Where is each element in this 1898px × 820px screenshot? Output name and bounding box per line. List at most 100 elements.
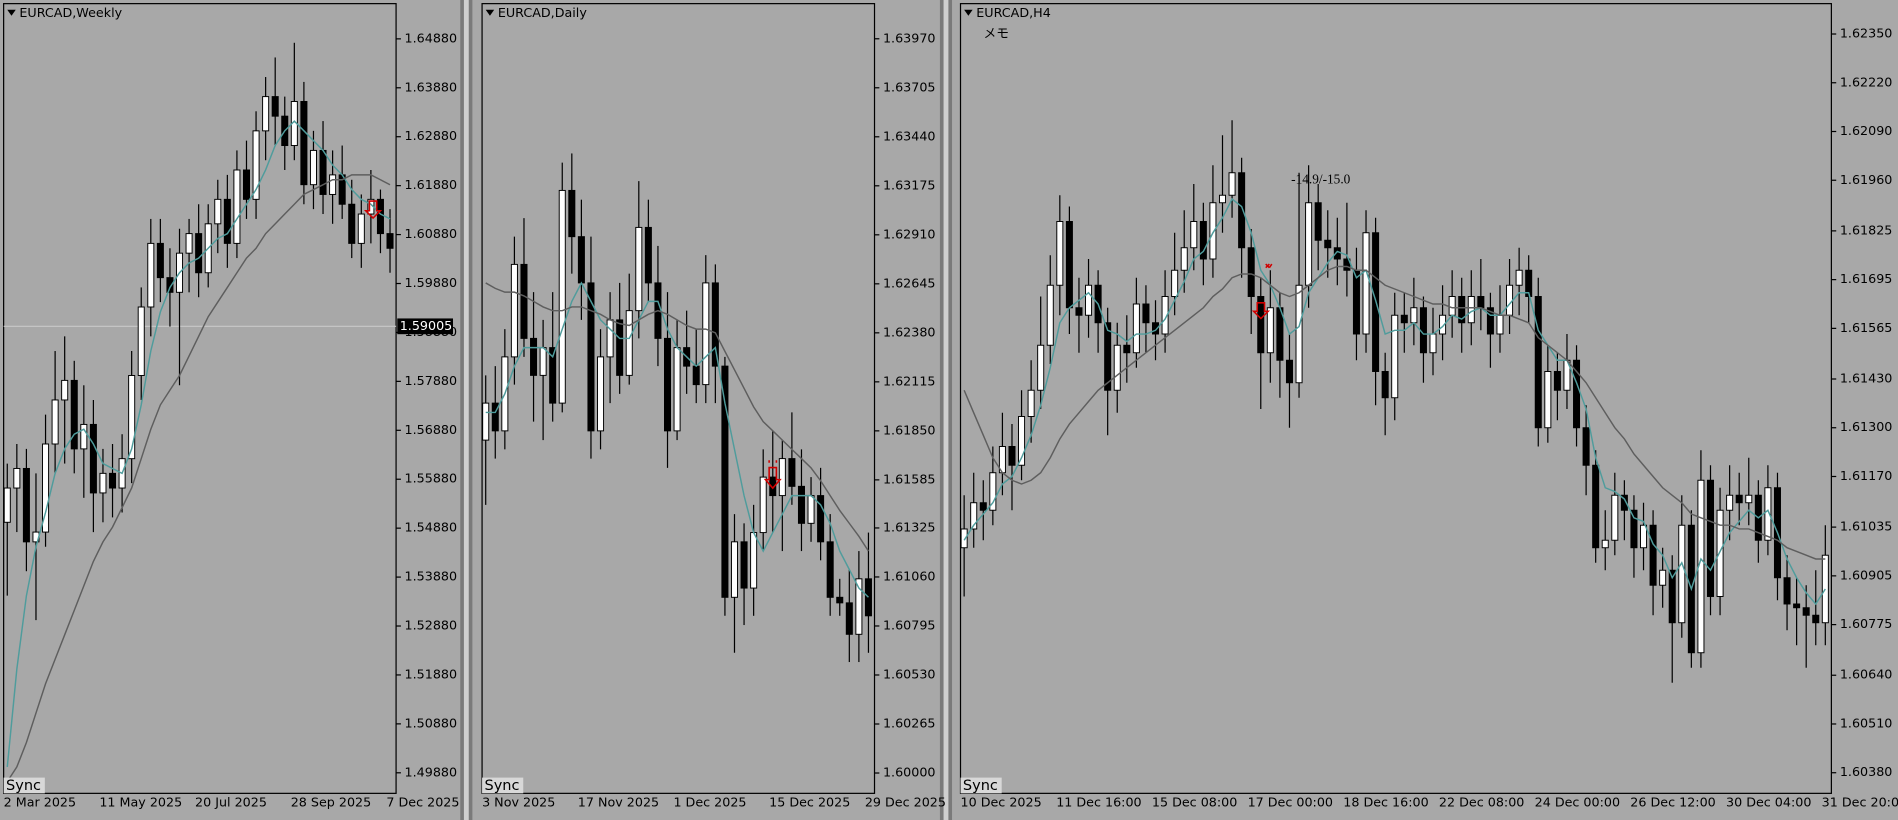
candle-body	[692, 365, 700, 386]
y-tick-label: 1.60880	[405, 226, 458, 241]
chart-title: EURCAD,H4	[976, 5, 1051, 20]
y-tick-label: 1.61585	[883, 471, 936, 486]
y-tick-label: 1.62880	[405, 128, 458, 143]
y-tick-label: 1.60640	[1840, 667, 1893, 682]
candle-body	[1199, 221, 1207, 260]
y-tick-label: 1.61430	[1840, 370, 1893, 385]
trade-annotation: -14.9/-15.0	[1291, 172, 1351, 187]
candle-body	[1142, 303, 1150, 324]
candle-body	[788, 458, 796, 487]
x-tick-label: 7 Dec 2025	[386, 795, 459, 810]
x-tick-label: 2 Mar 2025	[4, 795, 76, 810]
candle-body	[759, 476, 767, 534]
y-tick-label: 1.60265	[883, 715, 936, 730]
candle-body	[1486, 307, 1494, 335]
candle-body	[70, 379, 78, 450]
x-tick-label: 29 Dec 2025	[865, 795, 946, 810]
candle-body	[319, 149, 327, 195]
x-tick-label: 31 Dec 20:00	[1822, 795, 1898, 810]
candle-body	[1812, 614, 1820, 624]
y-tick-label: 1.60905	[1840, 567, 1893, 582]
candle-body	[1477, 296, 1485, 309]
candle-body	[1161, 296, 1169, 335]
x-tick-label: 1 Dec 2025	[673, 795, 746, 810]
candle-body	[61, 379, 69, 401]
candle-body	[1285, 359, 1293, 384]
x-tick-label: 28 Sep 2025	[291, 795, 372, 810]
moving-average	[6, 174, 391, 783]
candle-body	[300, 101, 308, 186]
candle-body	[864, 578, 872, 617]
trade-arrow	[363, 200, 1273, 490]
y-tick-label: 1.60530	[883, 666, 936, 681]
sync-box	[3, 777, 45, 794]
candle-body	[1553, 371, 1561, 391]
candle-body	[568, 189, 576, 238]
candle-body	[1132, 303, 1140, 354]
candle-body	[89, 423, 97, 494]
y-tick-label: 1.60380	[1840, 764, 1893, 779]
window-separator	[463, 0, 469, 820]
candle-body	[625, 310, 633, 376]
candle-body	[482, 402, 490, 441]
candle-body	[1343, 258, 1351, 271]
moving-average	[485, 282, 870, 552]
candle-body	[147, 242, 155, 308]
x-tick-label: 11 May 2025	[99, 795, 182, 810]
candle-body	[606, 319, 614, 358]
candle-body	[1381, 371, 1389, 399]
moving-average	[963, 265, 1826, 560]
candle-body	[357, 213, 365, 244]
x-tick-label: 17 Dec 00:00	[1248, 795, 1333, 810]
candle-body	[1726, 494, 1734, 511]
candle-body	[597, 356, 605, 432]
candle-body	[1018, 416, 1026, 466]
candle-body	[309, 149, 317, 186]
memo-label: メモ	[984, 25, 1009, 40]
candle-body	[702, 282, 710, 386]
candle-body	[99, 472, 107, 494]
candle-body	[1419, 307, 1427, 354]
y-tick-label: 1.62350	[1840, 26, 1893, 41]
candle-body	[1496, 314, 1504, 335]
candle-body	[1802, 607, 1810, 616]
x-tick-label: 17 Nov 2025	[578, 795, 659, 810]
candle-body	[1400, 314, 1408, 324]
candle-body	[1601, 539, 1609, 549]
candle-body	[1152, 322, 1160, 335]
candle-body	[156, 242, 164, 279]
candle-body	[1659, 569, 1667, 586]
candle-body	[1391, 314, 1399, 399]
candle-body	[386, 233, 394, 249]
y-tick-label: 1.62115	[883, 373, 936, 388]
candle-body	[252, 130, 260, 200]
y-tick-label: 1.62910	[883, 226, 936, 241]
y-tick-label: 1.54880	[405, 520, 458, 535]
candle-body	[3, 487, 11, 523]
sync-label: Sync	[963, 778, 998, 794]
candle-body	[51, 399, 59, 445]
candle-body	[1295, 284, 1303, 384]
candle-body	[242, 169, 251, 200]
chart-frame	[959, 3, 1832, 794]
candle-body	[1305, 202, 1313, 286]
candle-body	[1238, 172, 1246, 249]
candle-body	[1620, 494, 1628, 511]
candle-body	[740, 541, 748, 589]
candle-body	[1544, 371, 1552, 429]
x-tick-label: 11 Dec 16:00	[1056, 795, 1141, 810]
y-tick-label: 1.60510	[1840, 715, 1893, 730]
y-tick-label: 1.63970	[883, 30, 936, 45]
candle-body	[128, 375, 136, 460]
chart-frame	[3, 3, 397, 794]
candle-body	[1113, 344, 1121, 391]
candle-body	[1458, 296, 1466, 324]
y-tick-label: 1.55880	[405, 471, 458, 486]
candle-body	[1027, 389, 1035, 417]
y-tick-label: 1.57880	[405, 373, 458, 388]
candle-body	[223, 198, 231, 244]
title-arrow	[964, 9, 973, 16]
y-tick-label: 1.61850	[883, 422, 936, 437]
y-tick-label: 1.50880	[405, 715, 458, 730]
